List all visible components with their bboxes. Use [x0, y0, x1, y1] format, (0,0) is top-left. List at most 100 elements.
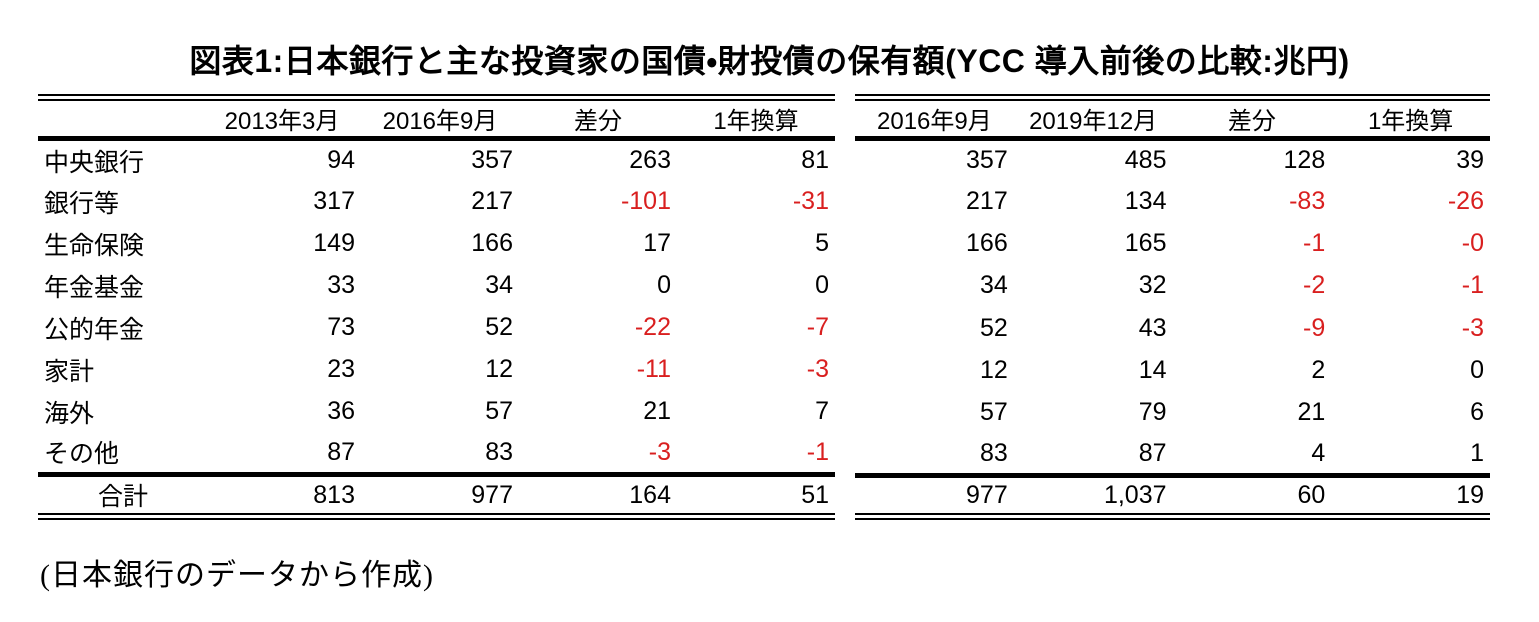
value-cell: -3 [806, 355, 829, 383]
value-cell: 87 [1138, 438, 1167, 467]
value-cell: 36 [327, 397, 355, 425]
value-cell: 485 [1124, 146, 1167, 175]
value-cell: -22 [634, 313, 671, 341]
value-cell: -0 [1461, 229, 1484, 258]
value-cell: 52 [485, 313, 513, 341]
total-value: 60 [1172, 473, 1332, 517]
left-header-row: 2013年3月 2016年9月 差分 1年換算 [38, 97, 835, 141]
value-cell: 0 [815, 271, 829, 299]
table-row: 12 14 2 0 [855, 349, 1490, 391]
value-cell: 39 [1456, 146, 1484, 175]
value-cell: 263 [629, 146, 671, 175]
left-period-table: 2013年3月 2016年9月 差分 1年換算 中央銀行 94 357 263 81 銀行… [38, 94, 835, 520]
value-cell: 81 [801, 146, 829, 175]
table-row: 年金基金 33 34 0 0 [38, 265, 835, 307]
value-cell: 83 [979, 438, 1008, 467]
value-cell: 57 [485, 397, 513, 425]
table-row: 357 485 128 39 [855, 139, 1490, 181]
value-cell: -26 [1447, 187, 1484, 216]
value-cell: 217 [471, 187, 513, 215]
value-cell: 357 [471, 146, 513, 175]
value-cell: 12 [485, 355, 513, 383]
left-total-row: 合計 813 977 164 51 [38, 472, 835, 517]
value-cell: 149 [313, 229, 355, 257]
table-row: 34 32 -2 -1 [855, 265, 1490, 307]
column-header: 2019年12月 [1013, 97, 1173, 141]
value-cell: 1 [1470, 438, 1484, 467]
value-cell: 4 [1311, 438, 1326, 467]
total-value: 977 [855, 473, 1014, 517]
column-header: 2016年9月 [855, 97, 1014, 141]
table-row: 家計 23 12 -11 -3 [38, 349, 835, 391]
column-header: 1年換算 [677, 97, 835, 141]
value-cell: -1 [806, 437, 829, 466]
value-cell: 87 [327, 437, 355, 466]
row-label: 中央銀行 [44, 148, 145, 177]
value-cell: -2 [1303, 271, 1326, 300]
value-cell: 34 [979, 271, 1008, 300]
column-header: 差分 [519, 97, 677, 141]
value-cell: 166 [471, 229, 513, 257]
row-label: 海外 [44, 399, 95, 428]
table-row: 166 165 -1 -0 [855, 223, 1490, 265]
right-period-table: 2016年9月 2019年12月 差分 1年換算 357 485 128 39 217 1… [855, 94, 1490, 520]
table-row: 中央銀行 94 357 263 81 [38, 139, 835, 181]
value-cell: 52 [979, 313, 1008, 342]
value-cell: 0 [1470, 355, 1484, 384]
value-cell: -1 [1303, 229, 1326, 258]
value-cell: -83 [1289, 187, 1326, 216]
row-label: 生命保険 [44, 231, 145, 260]
row-label: 銀行等 [44, 189, 120, 218]
value-cell: 317 [313, 187, 355, 215]
table-row: 銀行等 317 217 -101 -31 [38, 181, 835, 223]
value-cell: 0 [657, 271, 671, 299]
value-cell: 2 [1311, 355, 1326, 384]
value-cell: 23 [327, 355, 355, 383]
value-cell: 43 [1138, 313, 1167, 342]
value-cell: 34 [485, 271, 513, 299]
figure-title: 図表1:日本銀行と主な投資家の国債・財投債の保有額(YCC 導入前後の比較:兆円… [189, 43, 1350, 79]
total-value: 164 [519, 472, 677, 517]
value-cell: -9 [1303, 313, 1326, 342]
value-cell: -11 [636, 355, 671, 383]
comparison-tables: 2013年3月 2016年9月 差分 1年換算 中央銀行 94 357 263 81 銀行… [38, 94, 1490, 520]
total-value: 51 [677, 472, 835, 517]
value-cell: 12 [979, 355, 1008, 384]
row-label: 公的年金 [44, 315, 145, 344]
value-cell: 17 [643, 229, 671, 257]
total-value: 1,037 [1013, 473, 1173, 517]
table-row: 83 87 4 1 [855, 433, 1490, 475]
value-cell: 14 [1138, 355, 1167, 384]
value-cell: 73 [327, 313, 355, 341]
value-cell: 165 [1124, 229, 1167, 258]
value-cell: -3 [1461, 313, 1484, 342]
value-cell: 7 [815, 397, 829, 425]
table-row: 52 43 -9 -3 [855, 307, 1490, 349]
left-table-body: 中央銀行 94 357 263 81 銀行等 317 217 -101 -31 生命保険 149 166… [38, 139, 835, 475]
column-header: 1年換算 [1331, 97, 1490, 141]
right-table-body: 357 485 128 39 217 134 -83 -26 166 165 -1 -0 34 32 -2 -… [855, 139, 1490, 476]
value-cell: 217 [966, 187, 1008, 216]
value-cell: 134 [1124, 187, 1167, 216]
value-cell: 21 [643, 397, 671, 425]
right-total-row: 977 1,037 60 19 [855, 473, 1490, 517]
value-cell: -3 [648, 437, 671, 466]
total-value: 977 [361, 472, 519, 517]
row-label: その他 [44, 440, 120, 469]
table-row: 海外 36 57 21 7 [38, 391, 835, 433]
value-cell: 32 [1138, 271, 1167, 300]
source-note: (日本銀行のデータから作成) [40, 559, 434, 592]
total-value: 813 [203, 472, 361, 517]
value-cell: -1 [1461, 271, 1484, 300]
value-cell: 128 [1283, 146, 1326, 175]
value-cell: 5 [815, 229, 829, 257]
table-row: 217 134 -83 -26 [855, 181, 1490, 223]
table-row: 生命保険 149 166 17 5 [38, 223, 835, 265]
table-row: その他 87 83 -3 -1 [38, 433, 835, 475]
value-cell: -7 [806, 313, 829, 341]
row-label: 家計 [44, 357, 95, 386]
value-cell: 57 [979, 397, 1008, 426]
total-label: 合計 [38, 472, 203, 517]
column-header: 差分 [1172, 97, 1332, 141]
